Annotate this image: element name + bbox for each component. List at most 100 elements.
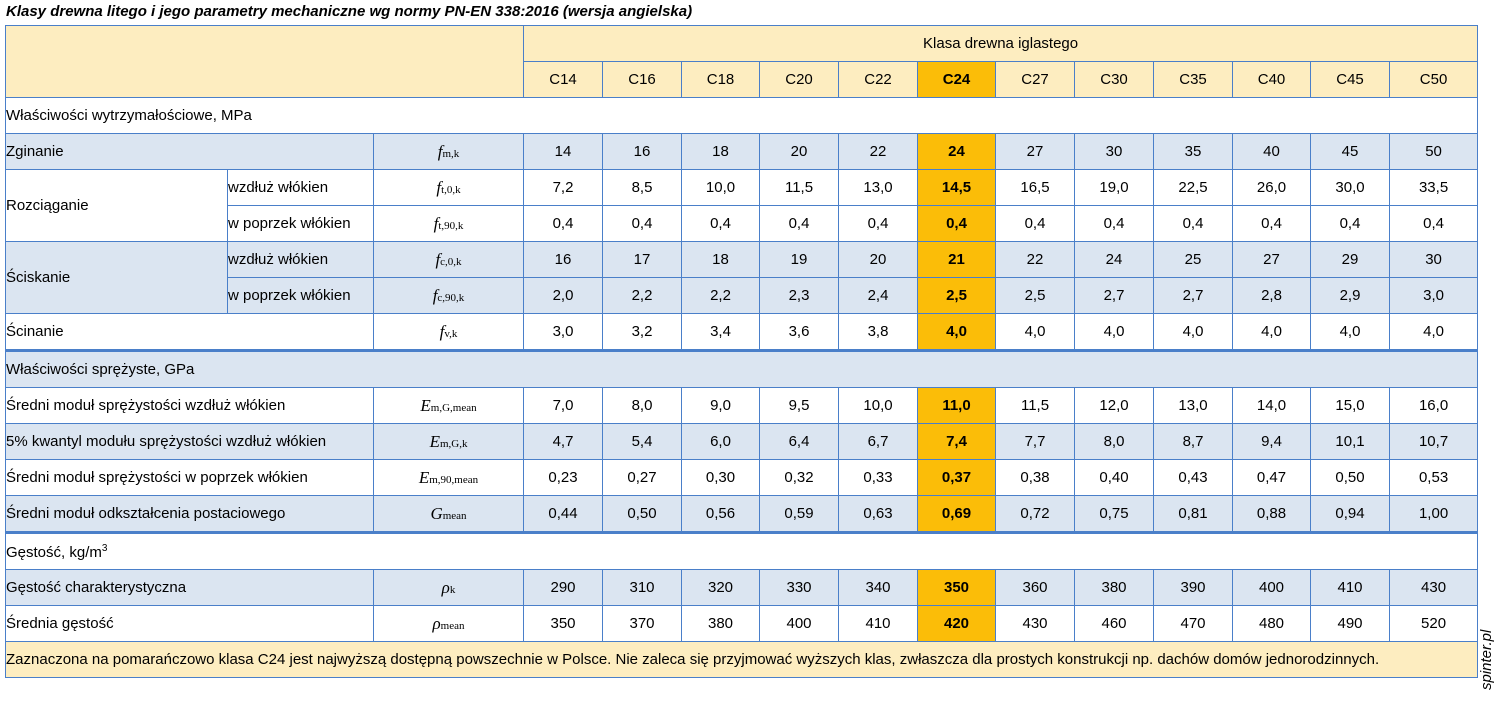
value-cell: 0,81 — [1153, 495, 1234, 533]
value-cell: 380 — [681, 605, 761, 642]
value-cell: 6,7 — [838, 423, 919, 460]
symbol-letter: G — [430, 503, 443, 523]
value-cell: 350 — [523, 605, 604, 642]
value-cell: 0,75 — [1074, 495, 1155, 533]
symbol-letter: E — [418, 467, 430, 487]
value-cell: 0,33 — [838, 459, 919, 496]
value-cell: 30 — [1389, 241, 1479, 278]
value-cell: 0,40 — [1074, 459, 1155, 496]
row-sublabel: wzdłuż włókien — [227, 241, 374, 278]
value-cell: 2,2 — [681, 277, 761, 314]
value-cell: 0,59 — [759, 495, 840, 533]
value-cell: 0,43 — [1153, 459, 1234, 496]
symbol-cell: fc,0,k — [372, 241, 525, 278]
value-cell: 13,0 — [838, 169, 919, 206]
value-cell: 0,56 — [681, 495, 761, 533]
value-cell: 0,44 — [523, 495, 604, 533]
symbol-subscript: mean — [440, 619, 465, 632]
value-cell: 400 — [759, 605, 840, 642]
value-cell: 10,0 — [838, 387, 919, 424]
symbol-cell: Em,G,k — [372, 423, 525, 460]
value-cell: 35 — [1153, 133, 1234, 170]
value-cell: 19,0 — [1074, 169, 1155, 206]
value-cell: 0,37 — [917, 459, 997, 496]
symbol-letter: f — [435, 249, 441, 269]
symbol-subscript: c,90,k — [437, 291, 465, 304]
symbol-letter: ρ — [432, 613, 441, 633]
value-cell: 12,0 — [1074, 387, 1155, 424]
symbol-subscript: c,0,k — [440, 255, 462, 268]
value-cell: 0,23 — [523, 459, 604, 496]
value-cell: 430 — [995, 605, 1076, 642]
symbol-letter: ρ — [441, 577, 450, 597]
value-cell: 9,0 — [681, 387, 761, 424]
footnote: Zaznaczona na pomarańczowo klasa C24 jes… — [4, 641, 1479, 678]
value-cell: 0,50 — [1310, 459, 1391, 496]
value-cell: 3,0 — [1389, 277, 1479, 314]
symbol-cell: ρmean — [372, 605, 525, 642]
symbol-letter: f — [437, 141, 443, 161]
symbol-cell: fc,90,k — [372, 277, 525, 314]
value-cell: 470 — [1153, 605, 1234, 642]
value-cell: 4,0 — [1310, 313, 1391, 351]
value-cell: 50 — [1389, 133, 1479, 170]
value-cell: 380 — [1074, 569, 1155, 606]
value-cell: 0,4 — [1074, 205, 1155, 242]
value-cell: 370 — [602, 605, 683, 642]
value-cell: 16,5 — [995, 169, 1076, 206]
row-sublabel: w poprzek włókien — [227, 205, 374, 242]
value-cell: 330 — [759, 569, 840, 606]
value-cell: 27 — [1232, 241, 1312, 278]
class-header: C30 — [1074, 61, 1155, 98]
header-corner — [4, 25, 525, 98]
value-cell: 11,5 — [995, 387, 1076, 424]
value-cell: 7,4 — [917, 423, 997, 460]
value-cell: 0,27 — [602, 459, 683, 496]
value-cell: 2,5 — [917, 277, 997, 314]
value-cell: 16 — [523, 241, 604, 278]
value-cell: 6,4 — [759, 423, 840, 460]
symbol-subscript: mean — [442, 509, 467, 522]
value-cell: 0,4 — [838, 205, 919, 242]
symbol-cell: ft,90,k — [372, 205, 525, 242]
value-cell: 3,0 — [523, 313, 604, 351]
value-cell: 4,7 — [523, 423, 604, 460]
symbol-cell: ft,0,k — [372, 169, 525, 206]
value-cell: 2,9 — [1310, 277, 1391, 314]
symbol-subscript: m,G,mean — [430, 401, 477, 414]
value-cell: 25 — [1153, 241, 1234, 278]
class-header: C22 — [838, 61, 919, 98]
group-header: Klasa drewna iglastego — [523, 25, 1479, 62]
row-label: Zginanie — [5, 133, 374, 170]
value-cell: 410 — [1310, 569, 1391, 606]
value-cell: 26,0 — [1232, 169, 1312, 206]
value-cell: 3,2 — [602, 313, 683, 351]
symbol-cell: ρk — [372, 569, 525, 606]
row-label: Rozciąganie — [5, 169, 228, 242]
value-cell: 0,47 — [1232, 459, 1312, 496]
value-cell: 400 — [1232, 569, 1312, 606]
value-cell: 8,0 — [602, 387, 683, 424]
section-header: Gęstość, kg/m3 — [4, 531, 1479, 570]
value-cell: 0,72 — [995, 495, 1076, 533]
section-header: Właściwości wytrzymałościowe, MPa — [4, 97, 1479, 134]
value-cell: 310 — [602, 569, 683, 606]
value-cell: 0,94 — [1310, 495, 1391, 533]
value-cell: 30,0 — [1310, 169, 1391, 206]
value-cell: 33,5 — [1389, 169, 1479, 206]
class-header: C35 — [1153, 61, 1234, 98]
value-cell: 0,4 — [759, 205, 840, 242]
unit-superscript: 3 — [101, 542, 108, 554]
value-cell: 9,5 — [759, 387, 840, 424]
value-cell: 8,5 — [602, 169, 683, 206]
value-cell: 0,53 — [1389, 459, 1479, 496]
value-cell: 7,7 — [995, 423, 1076, 460]
value-cell: 0,88 — [1232, 495, 1312, 533]
class-header: C18 — [681, 61, 761, 98]
value-cell: 14 — [523, 133, 604, 170]
class-header: C16 — [602, 61, 683, 98]
value-cell: 350 — [917, 569, 997, 606]
value-cell: 290 — [523, 569, 604, 606]
row-label: Średni moduł sprężystości w poprzek włók… — [5, 459, 374, 496]
row-sublabel: wzdłuż włókien — [227, 169, 374, 206]
